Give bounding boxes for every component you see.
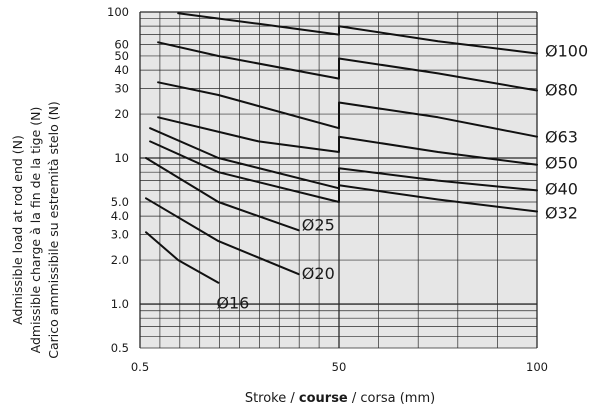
series-label: Ø63	[545, 128, 578, 147]
series-labels: Ø100 Ø80 Ø63 Ø50 Ø40 Ø32 Ø25 Ø20 Ø16	[216, 41, 588, 312]
series-label: Ø32	[545, 204, 578, 223]
x-axis-label: Stroke / course / corsa (mm)	[245, 391, 435, 406]
series-label: Ø50	[545, 154, 578, 173]
x-axis-label-fr: course	[299, 391, 348, 406]
series-line	[145, 157, 300, 232]
series-line	[149, 140, 538, 213]
y-axis-label-en: Admissible load at rod end (N)	[10, 135, 25, 325]
y-tick-label: 3.0	[111, 227, 129, 241]
y-axis-label-it: Carico ammissibile su estremità stelo (N…	[46, 101, 61, 359]
series-line	[157, 41, 538, 92]
series-line	[145, 197, 300, 276]
y-tick-label: 40	[114, 63, 129, 77]
x-axis-label-en: Stroke /	[245, 391, 299, 406]
series-line	[177, 12, 538, 55]
y-tick-label: 2.0	[111, 253, 129, 267]
x-axis-label-it: / corsa (mm)	[348, 391, 435, 406]
y-tick-label: 20	[114, 107, 129, 121]
y-tick-label: 10	[114, 151, 129, 165]
series-label: Ø40	[545, 179, 578, 198]
y-axis-label-fr: Admissible charge à la fin de la tige (N…	[28, 107, 43, 354]
y-tick-label: 100	[107, 5, 129, 19]
series-label: Ø20	[302, 264, 335, 283]
y-tick-label: 5.0	[111, 195, 129, 209]
series	[145, 12, 538, 284]
x-tick-label: 50	[332, 360, 347, 374]
y-tick-label: 50	[114, 49, 129, 63]
y-tick-label: 4.0	[111, 209, 129, 223]
series-label: Ø100	[545, 41, 588, 60]
y-tick-label: 30	[114, 81, 129, 95]
series-label: Ø25	[302, 215, 335, 234]
series-label: Ø80	[545, 81, 578, 100]
y-tick-label: 1.0	[111, 297, 129, 311]
y-tick-label: 0.5	[111, 341, 129, 355]
series-line	[157, 81, 538, 138]
series-label: Ø16	[216, 294, 249, 313]
series-line	[149, 127, 538, 192]
x-tick-label: 0.5	[131, 360, 149, 374]
y-tick-label: 60	[114, 37, 129, 51]
series-line	[157, 116, 538, 166]
series-line	[145, 231, 220, 284]
y-axis-title: Admissible load at rod end (N) Admissibl…	[10, 101, 61, 359]
x-tick-label: 100	[526, 360, 548, 374]
